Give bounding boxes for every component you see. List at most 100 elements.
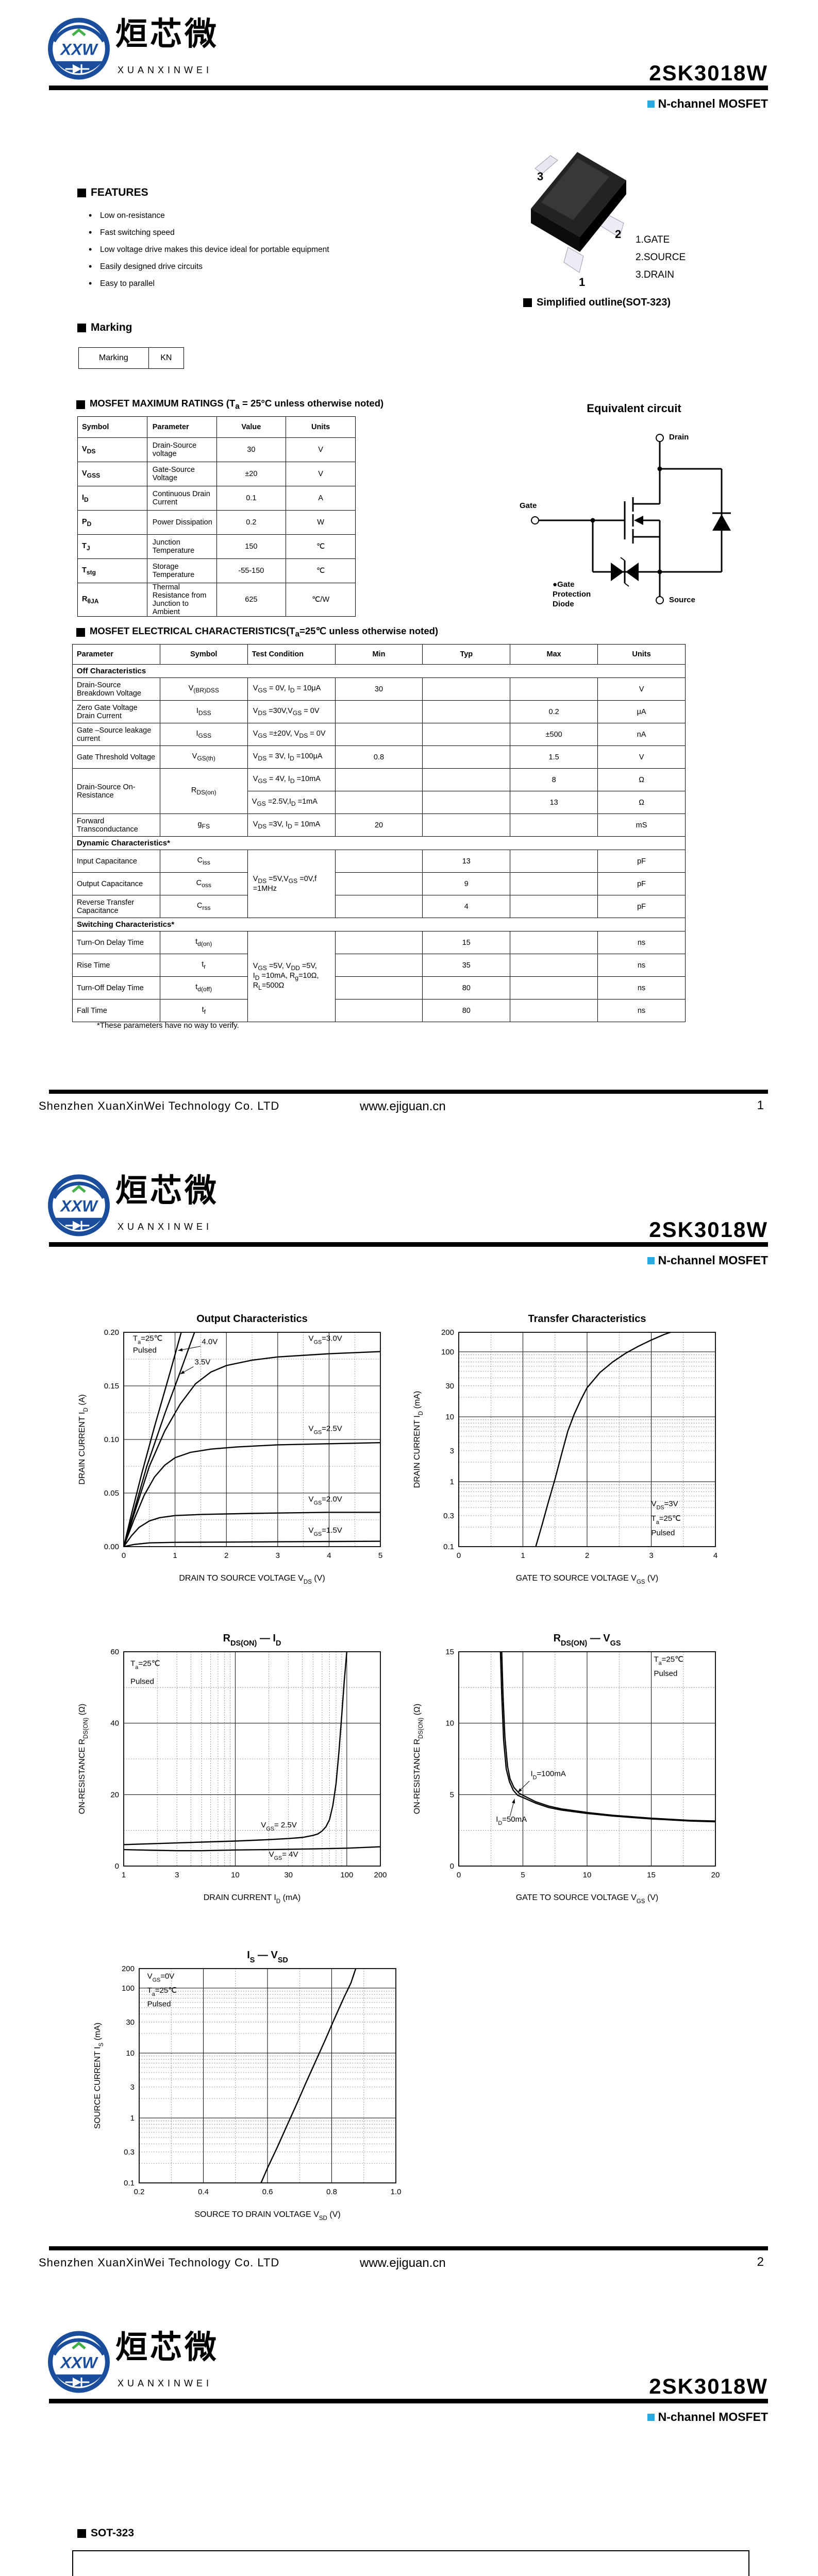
plot-border xyxy=(458,1651,716,1867)
table-cell: ID xyxy=(77,486,147,511)
table-cell: tr xyxy=(159,954,248,977)
table-cell xyxy=(335,999,423,1022)
y-tick-label: 200 xyxy=(441,1328,454,1337)
chart-title: Transfer Characteristics xyxy=(528,1313,646,1325)
y-tick-label: 60 xyxy=(110,1648,119,1656)
table-cell: Input Capacitance xyxy=(72,850,160,873)
feature-item: Fast switching speed xyxy=(89,224,329,241)
table-cell: 80 xyxy=(422,976,511,999)
x-tick-label: 10 xyxy=(231,1871,240,1879)
table-cell xyxy=(510,850,598,873)
circuit-drain-label: Drain xyxy=(669,433,689,442)
data-curve xyxy=(535,1331,671,1547)
device-subtitle: N-channel MOSFET xyxy=(647,2410,768,2424)
table-cell: 150 xyxy=(216,534,287,559)
table-cell: Tstg xyxy=(77,558,147,583)
table-cell xyxy=(510,976,598,999)
table-cell: V(BR)DSS xyxy=(159,677,248,701)
chart-annotation: VGS=1.5V xyxy=(309,1526,342,1537)
column-header: Max xyxy=(510,644,598,665)
header-rule xyxy=(49,86,768,90)
x-axis-label: GATE TO SOURCE VOLTAGE VGS (V) xyxy=(516,1574,659,1585)
table-row: TJ Junction Temperature 150 ℃ xyxy=(77,534,356,559)
data-curve xyxy=(123,1332,182,1547)
footer-company: Shenzhen XuanXinWei Technology Co. LTD xyxy=(39,2256,280,2269)
y-tick-label: 0.00 xyxy=(104,1543,119,1551)
table-cell: 13 xyxy=(422,850,511,873)
table-cell: TJ xyxy=(77,534,147,559)
chart-annotation: VGS=0V xyxy=(147,1972,175,1984)
table-cell: td(off) xyxy=(159,976,248,999)
marking-heading: Marking xyxy=(77,321,132,334)
data-curve xyxy=(123,1512,380,1547)
x-tick-label: 3 xyxy=(276,1551,280,1560)
table-cell xyxy=(335,895,423,918)
column-header: Typ xyxy=(422,644,511,665)
chart-annotation: ID=50mA xyxy=(496,1815,527,1826)
blue-square-icon xyxy=(647,1257,655,1264)
table-row: Switching Characteristics* xyxy=(72,918,686,931)
black-square-icon xyxy=(76,400,85,409)
device-subtitle: N-channel MOSFET xyxy=(647,97,768,111)
subtitle-text: N-channel MOSFET xyxy=(658,2410,768,2424)
x-tick-label: 5 xyxy=(378,1551,382,1560)
footer-page-number: 2 xyxy=(757,2255,764,2269)
x-tick-label: 0.2 xyxy=(134,2188,145,2196)
chart-annotation: Pulsed xyxy=(130,1677,154,1686)
rdson-vs-vgs-chart: 0 5 10 15 20 0 5 10 15 RDS(ON) — VGS GATE TO SOURC… xyxy=(413,1633,720,1905)
table-cell: VGS =2.5V,ID =1mA xyxy=(247,791,336,814)
pin3-label: 3 xyxy=(537,170,544,183)
outline-caption-text: Simplified outline(SOT-323) xyxy=(537,297,671,308)
leader-arrowhead xyxy=(178,1348,183,1351)
footer-page-number: 1 xyxy=(757,1098,764,1112)
table-cell xyxy=(335,850,423,873)
table-cell xyxy=(422,700,511,723)
table-cell: Forward Transconductance xyxy=(72,814,160,837)
table-cell: Ω xyxy=(597,791,686,814)
table-row: Dynamic Characteristics* xyxy=(72,836,686,850)
column-header: Parameter xyxy=(146,416,217,438)
table-cell: Off Characteristics xyxy=(72,664,686,678)
table-cell: Dynamic Characteristics* xyxy=(72,836,686,850)
table-cell: 80 xyxy=(422,999,511,1022)
pin-list-source: 2.SOURCE xyxy=(636,252,686,263)
y-tick-label: 10 xyxy=(445,1719,454,1728)
table-row: VDS Drain-Source voltage 30 V xyxy=(77,437,356,462)
data-curve xyxy=(260,1968,357,2183)
footer-rule xyxy=(49,2246,768,2250)
table-row: Drain-Source On-Resistance RDS(on) VGS = 4… xyxy=(72,768,686,814)
x-tick-label: 0.6 xyxy=(262,2188,273,2196)
table-cell: -55-150 xyxy=(216,558,287,583)
table-cell: W xyxy=(286,510,356,535)
x-tick-label: 0 xyxy=(457,1871,461,1879)
data-curve xyxy=(123,1651,347,1845)
is-vs-vsd-chart: 0.2 0.4 0.6 0.8 1.0 0.1 0.3 1 3 10 30 100 200 IS — VS… xyxy=(93,1950,401,2222)
elec-note: *These parameters have no way to verify. xyxy=(97,1021,239,1030)
table-cell xyxy=(422,791,511,814)
y-tick-label: 1 xyxy=(130,2114,135,2123)
table-cell: Marking xyxy=(78,347,149,369)
y-tick-label: 0 xyxy=(450,1862,454,1871)
table-row: Drain-Source Breakdown Voltage V(BR)DSS VG… xyxy=(72,677,686,701)
table-row: PD Power Dissipation 0.2 W xyxy=(77,510,356,535)
black-square-icon xyxy=(523,298,532,307)
leader-arrowhead xyxy=(517,1788,522,1793)
output-characteristics-chart: 0 1 2 3 4 5 0.00 0.05 0.10 0.15 0.20 Output Charact… xyxy=(78,1313,382,1585)
table-cell: V xyxy=(597,677,686,701)
y-tick-label: 30 xyxy=(126,2018,135,2027)
table-cell: ℃/W xyxy=(286,583,356,617)
table-row: Forward Transconductance gFS VDS =3V, ID =… xyxy=(72,814,686,837)
table-row: Off Characteristics xyxy=(72,664,686,678)
circuit-source-label: Source xyxy=(669,596,695,604)
black-square-icon xyxy=(76,628,85,637)
data-curve xyxy=(501,1651,716,1822)
plot-border xyxy=(123,1332,381,1547)
table-cell: ℃ xyxy=(286,558,356,583)
plot-border xyxy=(458,1332,716,1547)
page-3: XXW 烜芯微 XUANXINWEI 2SK3018W N-channel MO… xyxy=(0,2313,818,2576)
table-cell: 35 xyxy=(422,954,511,977)
brand-name-cn: 烜芯微 xyxy=(115,1173,220,1209)
column-header: Symbol xyxy=(159,644,248,665)
table-cell xyxy=(335,976,423,999)
table-cell: Coss xyxy=(159,872,248,895)
